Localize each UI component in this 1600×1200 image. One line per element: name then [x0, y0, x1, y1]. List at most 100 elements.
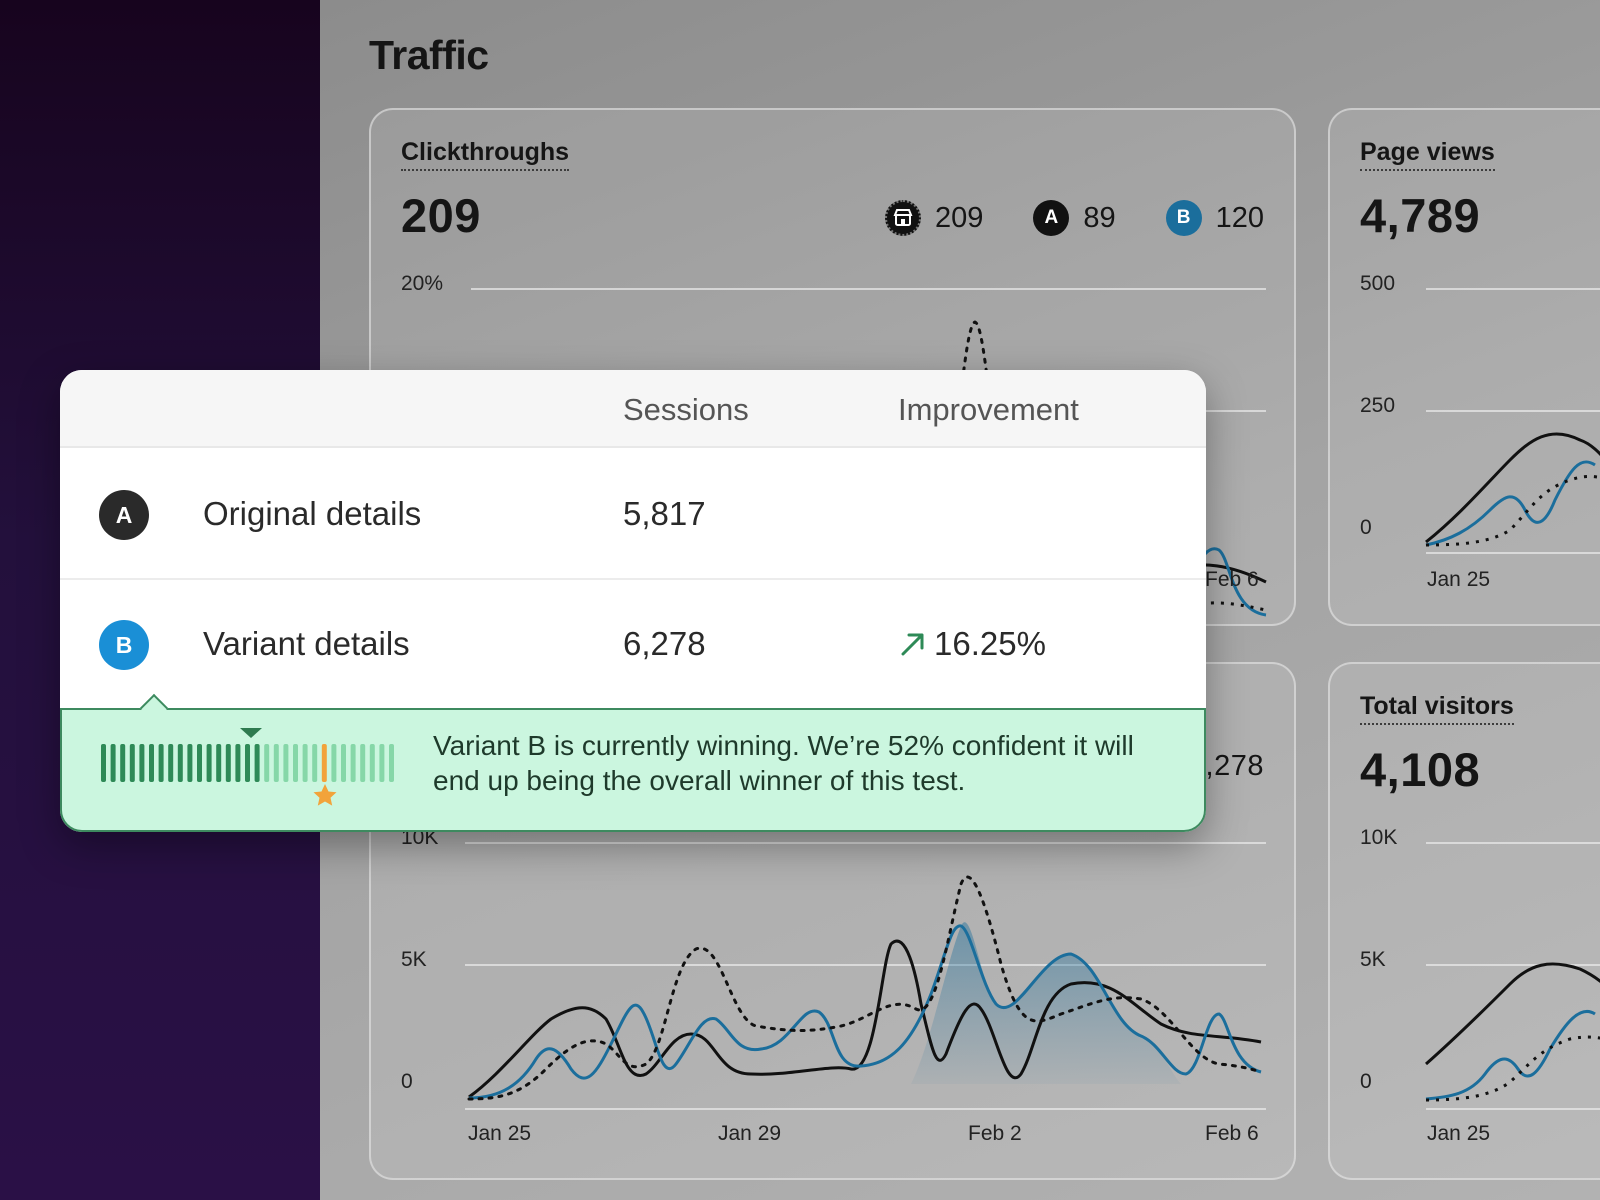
grid-line	[465, 1108, 1266, 1110]
page-views-chart	[1425, 432, 1600, 547]
y-tick-label: 20%	[401, 272, 444, 295]
triangle-marker-icon	[240, 728, 262, 738]
variant-a-sessions: 5,817	[623, 495, 706, 532]
page-title: Traffic	[369, 32, 489, 78]
grid-line	[471, 288, 1266, 290]
meter-bar	[341, 744, 346, 782]
variant-b-badge: B	[99, 620, 149, 670]
meter-bar	[168, 744, 174, 782]
legend-badge-a: A	[1033, 200, 1070, 236]
y-tick-label: 0	[401, 1070, 413, 1093]
grid-line	[1426, 410, 1600, 412]
legend-b-count: 120	[1215, 201, 1264, 234]
x-tick-label: Jan 25	[1427, 1122, 1491, 1145]
x-tick-label: Jan 25	[1427, 568, 1491, 591]
meter-bar	[331, 744, 337, 782]
page-views-value: 4,789	[1360, 189, 1481, 242]
variant-a-label: Original details	[203, 495, 422, 532]
meter-bar	[302, 744, 308, 782]
storefront-icon	[884, 200, 921, 236]
meter-bar	[273, 744, 279, 782]
x-tick-label: Feb 2	[968, 1122, 1022, 1145]
variant-b-label: Variant details	[203, 625, 410, 662]
meter-bar	[235, 744, 241, 782]
series-b-line	[1425, 1010, 1596, 1101]
winner-banner: Variant B is currently winning. We’re 52…	[60, 693, 1206, 832]
grid-line	[465, 964, 1266, 966]
meter-bar	[245, 744, 250, 782]
improvement-column-header: Improvement	[898, 392, 1079, 427]
legend-badge-b: B	[1165, 200, 1202, 236]
clickthroughs-legend: 209 A 89 B 120	[884, 200, 1264, 236]
trend-up-arrow-icon	[901, 633, 924, 656]
meter-bar	[293, 744, 298, 782]
series-all-line	[467, 875, 1263, 1101]
variant-comparison-popup: Sessions Improvement A Original details …	[60, 370, 1206, 832]
grid-line	[1426, 288, 1600, 290]
meter-bar	[197, 744, 202, 782]
meter-bar	[283, 744, 289, 782]
y-tick-label: 10K	[1360, 826, 1398, 849]
grid-line	[1426, 1108, 1600, 1110]
meter-bar	[129, 744, 135, 782]
meter-bar	[321, 744, 327, 782]
meter-bar	[369, 744, 375, 782]
total-visitors-title[interactable]: Total visitors	[1360, 692, 1514, 725]
series-b-line	[468, 924, 1262, 1100]
total-visitors-card[interactable]: Total visitors 4,108 10K 5K 0 Jan 25	[1328, 662, 1600, 1180]
grid-line	[1426, 842, 1600, 844]
variant-b-sessions: 6,278	[623, 625, 706, 662]
sessions-column-header: Sessions	[623, 392, 749, 427]
meter-bar	[254, 744, 260, 782]
x-tick-label: Jan 29	[718, 1122, 782, 1145]
sessions-chart	[467, 875, 1263, 1101]
variant-row-b[interactable]: B Variant details 6,278 16.25%	[60, 578, 1206, 706]
series-b-line	[1425, 460, 1596, 547]
meter-bar	[225, 744, 231, 782]
total-visitors-chart	[1425, 962, 1600, 1102]
grid-line	[1426, 964, 1600, 966]
y-tick-label: 5K	[401, 948, 427, 971]
variant-row-a[interactable]: A Original details 5,817	[60, 450, 1206, 578]
improvement-value: 16.25%	[934, 625, 1046, 662]
meter-bar	[206, 744, 212, 782]
total-visitors-value: 4,108	[1360, 743, 1481, 796]
x-tick-label: Feb 6	[1205, 568, 1259, 591]
y-tick-label: 250	[1360, 394, 1396, 417]
meter-bar	[120, 744, 126, 782]
meter-bar	[379, 744, 385, 782]
x-tick-label: Feb 6	[1205, 1122, 1259, 1145]
meter-bar	[360, 744, 366, 782]
variant-a-badge: A	[99, 490, 149, 540]
banner-message: Variant B is currently winning. We’re 52…	[433, 730, 1134, 796]
y-tick-label: 0	[1360, 516, 1372, 539]
legend-a-count: 89	[1083, 201, 1116, 234]
meter-bar	[216, 744, 222, 782]
meter-bar	[187, 744, 193, 782]
page-views-card[interactable]: Page views 4,789 500 250 0 Jan 25	[1328, 108, 1600, 626]
confidence-meter	[101, 728, 394, 806]
page-views-title[interactable]: Page views	[1360, 138, 1495, 171]
clickthroughs-title[interactable]: Clickthroughs	[401, 138, 570, 171]
popup-header: Sessions Improvement	[60, 370, 1206, 448]
grid-line	[1426, 552, 1600, 554]
series-all-line	[1425, 1035, 1600, 1102]
meter-bar	[149, 744, 154, 782]
legend-all-count: 209	[934, 201, 984, 234]
star-icon	[313, 784, 337, 806]
grid-line	[465, 842, 1266, 844]
meter-bar	[389, 744, 394, 782]
y-tick-label: 5K	[1360, 948, 1386, 971]
series-b-area	[911, 922, 1181, 1084]
variant-b-improvement: 16.25%	[898, 625, 1046, 663]
meter-bar	[177, 744, 183, 782]
series-a-line	[468, 939, 1262, 1099]
series-a-line	[1425, 432, 1600, 544]
meter-bar	[312, 744, 318, 782]
y-tick-label: 0	[1360, 1070, 1372, 1093]
meter-bar	[264, 744, 270, 782]
series-a-line	[1425, 962, 1600, 1066]
meter-bar	[101, 744, 106, 782]
x-tick-label: Jan 25	[468, 1122, 532, 1145]
meter-bar	[139, 744, 145, 782]
